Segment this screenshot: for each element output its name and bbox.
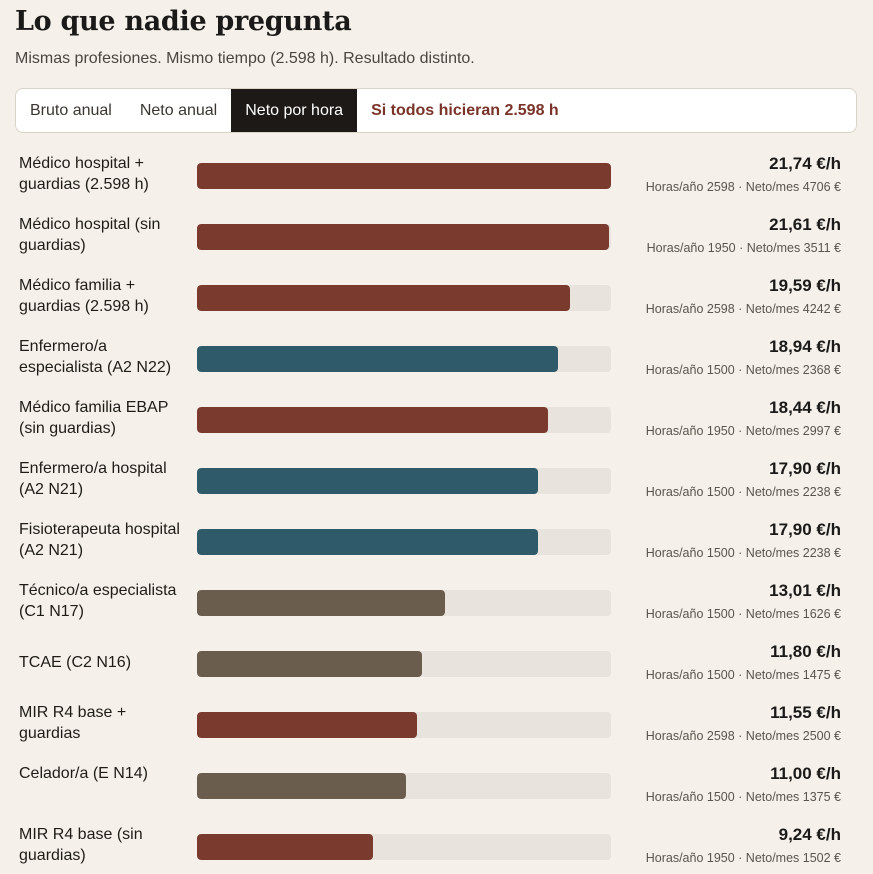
bar [197,529,538,555]
value-label: 9,24 €/h [778,825,841,844]
bar [197,224,609,250]
bar-track [197,834,611,860]
value-label: 18,94 €/h [769,337,841,356]
meta-label: Horas/año 1950 · Neto/mes 3511 € [646,241,841,255]
tab-si-todos-hicieran[interactable]: Si todos hicieran 2.598 h [371,101,559,119]
meta-label: Horas/año 1950 · Neto/mes 1502 € [645,851,841,865]
bar [197,407,548,433]
meta-label: Horas/año 1500 · Neto/mes 2238 € [645,485,841,499]
bar [197,834,373,860]
value-label: 11,80 €/h [770,642,841,661]
bar-track [197,712,611,738]
value-label: 17,90 €/h [769,520,841,539]
value-label: 19,59 €/h [769,276,841,295]
view-tabs: Bruto anual Neto anual Neto por hora Si tod… [15,88,857,133]
bar-track [197,346,611,372]
bar [197,590,445,616]
value-label: 18,44 €/h [769,398,841,417]
tab-neto-por-hora[interactable]: Neto por hora [231,89,358,132]
bar [197,468,538,494]
value-label: 17,90 €/h [769,459,841,478]
chart-row: TCAE (C2 N16) 11,80 €/h Horas/año 1500 · N… [0,633,873,694]
tab-bruto-anual[interactable]: Bruto anual [30,101,112,119]
chart-row: Fisioterapeuta hospital (A2 N21) 17,90 €/… [0,511,873,572]
bar-track [197,773,611,799]
chart-row: Celador/a (E N14) 11,00 €/h Horas/año 1500… [0,755,873,816]
bar [197,651,422,677]
chart-row: Enfermero/a especialista (A2 N22) 18,94 €… [0,328,873,389]
category-label: Enfermero/a especialista (A2 N22) [19,338,172,376]
category-label: Celador/a (E N14) [19,765,148,782]
chart-row: Médico hospital (sin guardias) 21,61 €/h H… [0,206,873,267]
value-label: 21,74 €/h [769,154,841,173]
meta-label: Horas/año 1500 · Neto/mes 1475 € [645,668,841,682]
bar-track [197,163,611,189]
bar [197,712,417,738]
meta-label: Horas/año 2598 · Neto/mes 4706 € [645,180,841,194]
bar [197,163,611,189]
category-label: TCAE (C2 N16) [19,654,132,671]
value-label: 21,61 €/h [769,215,841,234]
bar [197,285,570,311]
category-label: MIR R4 base (sin guardias) [19,826,143,864]
category-label: Fisioterapeuta hospital (A2 N21) [19,521,180,559]
page-title: Lo que nadie pregunta [15,6,352,37]
bar [197,773,406,799]
meta-label: Horas/año 1500 · Neto/mes 1626 € [645,607,841,621]
chart-row: Técnico/a especialista (C1 N17) 13,01 €/h… [0,572,873,633]
bar-track [197,224,611,250]
tab-neto-anual[interactable]: Neto anual [139,101,218,119]
bar-track [197,285,611,311]
bar-track [197,468,611,494]
value-label: 11,00 €/h [770,764,841,783]
chart-row: MIR R4 base + guardias 11,55 €/h Horas/año… [0,694,873,755]
meta-label: Horas/año 1950 · Neto/mes 2997 € [645,424,841,438]
category-label: MIR R4 base + guardias [19,704,127,742]
meta-label: Horas/año 2598 · Neto/mes 2500 € [645,729,841,743]
category-label: Médico hospital (sin guardias) [19,216,161,254]
meta-label: Horas/año 1500 · Neto/mes 1375 € [645,790,841,804]
category-label: Técnico/a especialista (C1 N17) [19,582,177,620]
bar-track [197,407,611,433]
meta-label: Horas/año 2598 · Neto/mes 4242 € [645,302,841,316]
chart-row: Médico familia + guardias (2.598 h) 19,59… [0,267,873,328]
bar [197,346,558,372]
bar-track [197,529,611,555]
value-label: 13,01 €/h [769,581,841,600]
bar-track [197,651,611,677]
chart-row: Enfermero/a hospital (A2 N21) 17,90 €/h Ho… [0,450,873,511]
page-subtitle: Mismas profesiones. Mismo tiempo (2.598 … [15,50,475,67]
category-label: Médico familia EBAP (sin guardias) [19,399,169,437]
chart-row: MIR R4 base (sin guardias) 9,24 €/h Horas/… [0,816,873,874]
bar-track [197,590,611,616]
category-label: Médico familia + guardias (2.598 h) [19,277,149,315]
category-label: Médico hospital + guardias (2.598 h) [19,155,149,193]
meta-label: Horas/año 1500 · Neto/mes 2238 € [645,546,841,560]
chart-row: Médico familia EBAP (sin guardias) 18,44 … [0,389,873,450]
value-label: 11,55 €/h [770,703,841,722]
category-label: Enfermero/a hospital (A2 N21) [19,460,167,498]
chart-row: Médico hospital + guardias (2.598 h) 21,7… [0,145,873,206]
meta-label: Horas/año 1500 · Neto/mes 2368 € [645,363,841,377]
